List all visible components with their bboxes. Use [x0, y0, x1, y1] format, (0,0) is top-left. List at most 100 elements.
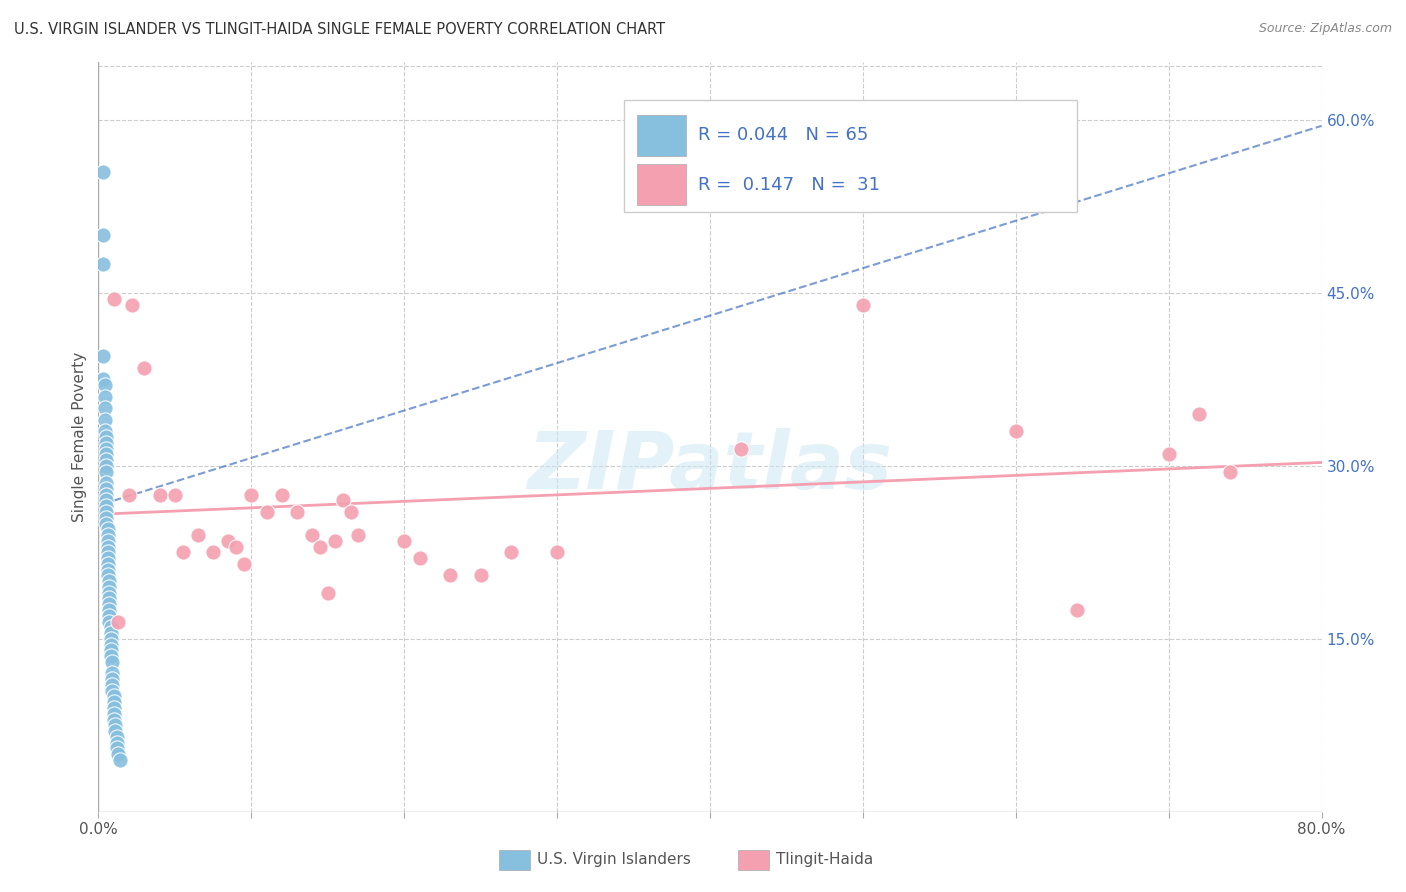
- Point: [163, 488, 186, 502]
- Point: [103, 706, 125, 721]
- Point: [1004, 425, 1026, 439]
- Point: [103, 292, 125, 306]
- Point: [97, 528, 120, 542]
- Point: [325, 533, 347, 548]
- Point: [93, 390, 115, 404]
- Point: [100, 620, 122, 634]
- Point: [97, 533, 120, 548]
- Point: [256, 505, 278, 519]
- Point: [316, 585, 339, 599]
- Point: [94, 465, 117, 479]
- Point: [301, 528, 323, 542]
- Text: U.S. VIRGIN ISLANDER VS TLINGIT-HAIDA SINGLE FEMALE POVERTY CORRELATION CHART: U.S. VIRGIN ISLANDER VS TLINGIT-HAIDA SI…: [14, 22, 665, 37]
- Point: [501, 545, 523, 559]
- Point: [1157, 447, 1180, 461]
- Point: [332, 493, 354, 508]
- Point: [347, 528, 370, 542]
- Point: [100, 649, 122, 664]
- Point: [225, 540, 247, 554]
- Point: [1066, 603, 1088, 617]
- Point: [104, 724, 127, 739]
- Point: [149, 488, 172, 502]
- Point: [1188, 407, 1211, 421]
- Point: [98, 580, 121, 594]
- Point: [94, 493, 117, 508]
- Point: [108, 753, 131, 767]
- Point: [439, 568, 461, 582]
- Point: [93, 413, 115, 427]
- Point: [105, 741, 128, 756]
- Text: Tlingit-Haida: Tlingit-Haida: [776, 853, 873, 867]
- Point: [408, 551, 430, 566]
- Point: [101, 678, 124, 692]
- Point: [339, 505, 361, 519]
- Point: [94, 516, 117, 531]
- FancyBboxPatch shape: [637, 163, 686, 205]
- Point: [93, 378, 115, 392]
- Point: [98, 615, 121, 629]
- Point: [98, 591, 121, 606]
- Point: [232, 557, 254, 571]
- Text: Source: ZipAtlas.com: Source: ZipAtlas.com: [1258, 22, 1392, 36]
- Point: [105, 730, 128, 744]
- Point: [100, 643, 122, 657]
- Point: [94, 442, 117, 456]
- Point: [101, 655, 124, 669]
- Point: [97, 568, 120, 582]
- Point: [94, 453, 117, 467]
- Point: [91, 372, 114, 386]
- Y-axis label: Single Female Poverty: Single Female Poverty: [72, 352, 87, 522]
- Text: ZIPatlas: ZIPatlas: [527, 428, 893, 506]
- Point: [94, 488, 117, 502]
- Point: [100, 632, 122, 646]
- Point: [1219, 465, 1241, 479]
- Point: [240, 488, 263, 502]
- Point: [730, 442, 752, 456]
- Text: R = 0.044   N = 65: R = 0.044 N = 65: [697, 126, 868, 145]
- Point: [103, 695, 125, 709]
- FancyBboxPatch shape: [624, 100, 1077, 212]
- Point: [91, 165, 114, 179]
- Point: [98, 574, 121, 589]
- Point: [94, 458, 117, 473]
- Point: [94, 505, 117, 519]
- Point: [105, 735, 128, 749]
- Point: [97, 551, 120, 566]
- Point: [93, 401, 115, 416]
- Point: [134, 360, 156, 375]
- Point: [94, 435, 117, 450]
- Point: [100, 638, 122, 652]
- Point: [217, 533, 239, 548]
- Point: [97, 545, 120, 559]
- Point: [97, 522, 120, 536]
- Point: [93, 425, 115, 439]
- Point: [202, 545, 225, 559]
- Point: [172, 545, 194, 559]
- Point: [187, 528, 209, 542]
- Point: [107, 747, 129, 761]
- Point: [103, 701, 125, 715]
- Point: [121, 297, 143, 311]
- FancyBboxPatch shape: [637, 115, 686, 156]
- Point: [118, 488, 141, 502]
- Point: [94, 476, 117, 491]
- Point: [546, 545, 568, 559]
- Point: [94, 510, 117, 524]
- Point: [91, 257, 114, 271]
- Point: [309, 540, 332, 554]
- Point: [103, 713, 125, 727]
- Point: [285, 505, 308, 519]
- Point: [98, 603, 121, 617]
- Point: [98, 608, 121, 623]
- Point: [101, 683, 124, 698]
- Text: R =  0.147   N =  31: R = 0.147 N = 31: [697, 176, 880, 194]
- Point: [100, 626, 122, 640]
- Point: [94, 447, 117, 461]
- Point: [107, 615, 129, 629]
- Point: [91, 350, 114, 364]
- Point: [91, 228, 114, 243]
- Point: [470, 568, 492, 582]
- Point: [104, 718, 127, 732]
- Point: [103, 690, 125, 704]
- Point: [97, 540, 120, 554]
